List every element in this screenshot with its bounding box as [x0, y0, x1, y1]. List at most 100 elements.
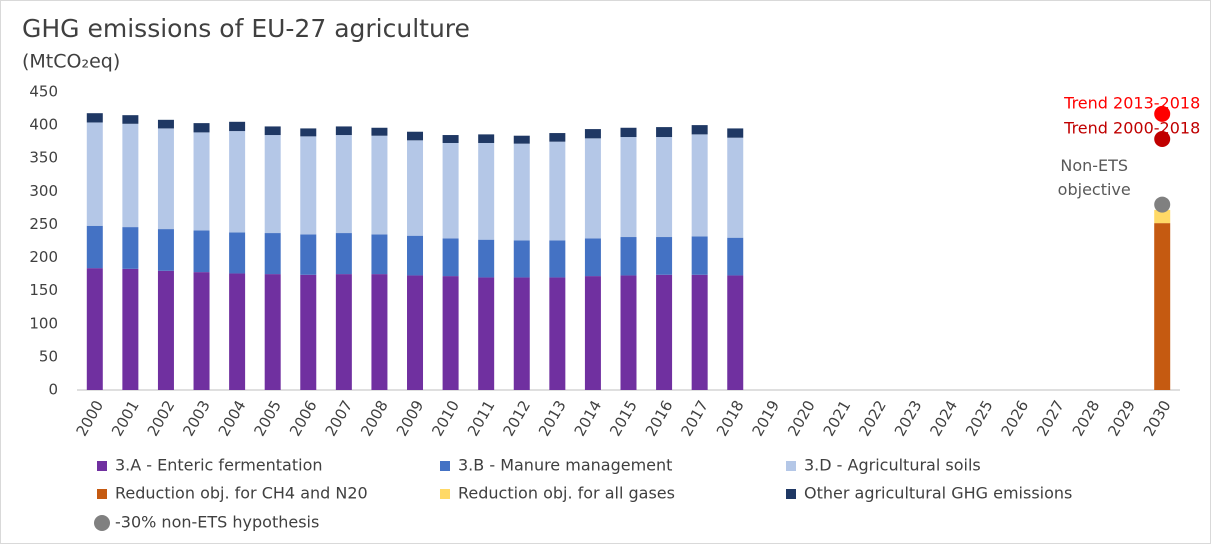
bar-segment	[620, 137, 637, 238]
legend-label: 3.D - Agricultural soils	[804, 456, 981, 475]
legend-swatch	[786, 461, 796, 471]
bar-segment	[691, 236, 708, 275]
bar-segment	[549, 240, 566, 278]
bar-segment	[300, 136, 317, 235]
bar-segment	[513, 135, 530, 144]
bar-segment	[86, 268, 103, 390]
bar-segment	[656, 274, 673, 390]
bar-segment	[86, 225, 103, 269]
bar-segment	[264, 135, 281, 234]
bar-segment	[229, 273, 246, 390]
bar-segment	[442, 135, 459, 143]
bar-segment	[264, 274, 281, 390]
bar-segment	[371, 274, 388, 390]
legend-swatch	[440, 489, 450, 499]
y-tick-label: 200	[29, 248, 58, 266]
chart-title: GHG emissions of EU-27 agriculture	[22, 14, 470, 43]
bar-segment	[620, 237, 637, 276]
bar-segment	[727, 137, 744, 238]
bar-segment	[122, 115, 139, 124]
bar-segment	[193, 230, 210, 273]
bar-segment	[584, 238, 601, 277]
legend-label: 3.B - Manure management	[458, 456, 672, 475]
annotation: Trend 2000-2018	[1063, 119, 1200, 138]
legend-label: Other agricultural GHG emissions	[804, 484, 1072, 503]
legend-swatch	[97, 489, 107, 499]
bar-segment	[513, 277, 530, 390]
y-tick-label: 400	[29, 116, 58, 134]
legend-swatch	[97, 461, 107, 471]
bar-segment	[549, 133, 566, 142]
bar-segment	[193, 123, 210, 133]
bar-segment	[442, 276, 459, 390]
bar-segment	[727, 275, 744, 390]
bar-segment	[478, 142, 495, 240]
bar-segment	[442, 238, 459, 277]
bar-segment	[620, 275, 637, 390]
legend-label: Reduction obj. for all gases	[458, 484, 675, 503]
legend-swatch	[94, 515, 110, 531]
y-tick-label: 100	[29, 314, 58, 332]
bar-segment	[229, 121, 246, 132]
bar-segment	[157, 128, 174, 230]
bar-segment	[1154, 223, 1171, 390]
bar-segment	[157, 270, 174, 390]
y-tick-label: 150	[29, 281, 58, 299]
bar-segment	[229, 232, 246, 274]
bar-segment	[371, 234, 388, 275]
marker	[1154, 196, 1171, 213]
y-tick-label: 50	[39, 347, 58, 365]
legend-label: Reduction obj. for CH4 and N20	[115, 484, 368, 503]
bar-segment	[300, 234, 317, 275]
y-tick-label: 300	[29, 182, 58, 200]
bar-segment	[371, 135, 388, 235]
legend-swatch	[786, 489, 796, 499]
bar-segment	[335, 135, 352, 234]
bar-segment	[1154, 209, 1171, 224]
bar-segment	[193, 272, 210, 390]
bar-segment	[691, 274, 708, 390]
legend-label: 3.A - Enteric fermentation	[115, 456, 323, 475]
bar-segment	[549, 141, 566, 241]
bar-segment	[478, 134, 495, 143]
bar-segment	[407, 131, 424, 141]
annotation: Non-ETS	[1060, 156, 1128, 175]
bar-segment	[264, 126, 281, 136]
marker	[1154, 131, 1171, 148]
bar-segment	[584, 138, 601, 239]
bar-segment	[229, 131, 246, 233]
bar-segment	[549, 277, 566, 390]
bar-segment	[300, 128, 317, 137]
bar-segment	[620, 127, 637, 138]
bar-segment	[86, 113, 103, 123]
bar-segment	[584, 129, 601, 139]
chart-subtitle: (MtCO₂eq)	[22, 51, 120, 73]
bar-segment	[371, 127, 388, 136]
bar-segment	[513, 143, 530, 241]
bar-segment	[335, 126, 352, 136]
bar-segment	[584, 276, 601, 390]
bar-segment	[157, 229, 174, 271]
bar-segment	[691, 134, 708, 237]
bar-segment	[656, 237, 673, 275]
bar-segment	[442, 142, 459, 239]
y-tick-label: 450	[29, 83, 58, 101]
legend-label: -30% non-ETS hypothesis	[115, 513, 319, 532]
y-tick-label: 350	[29, 149, 58, 167]
bar-segment	[193, 132, 210, 231]
annotation: objective	[1058, 180, 1131, 199]
bar-segment	[122, 268, 139, 390]
bar-segment	[513, 240, 530, 278]
bar-segment	[727, 128, 744, 138]
bar-segment	[122, 123, 139, 228]
bar-segment	[407, 275, 424, 390]
bar-segment	[478, 239, 495, 278]
y-tick-label: 0	[48, 381, 58, 399]
bar-segment	[478, 277, 495, 390]
bar-segment	[335, 233, 352, 275]
bar-segment	[300, 274, 317, 390]
bar-segment	[157, 119, 174, 129]
y-tick-label: 250	[29, 215, 58, 233]
bar-segment	[335, 274, 352, 390]
